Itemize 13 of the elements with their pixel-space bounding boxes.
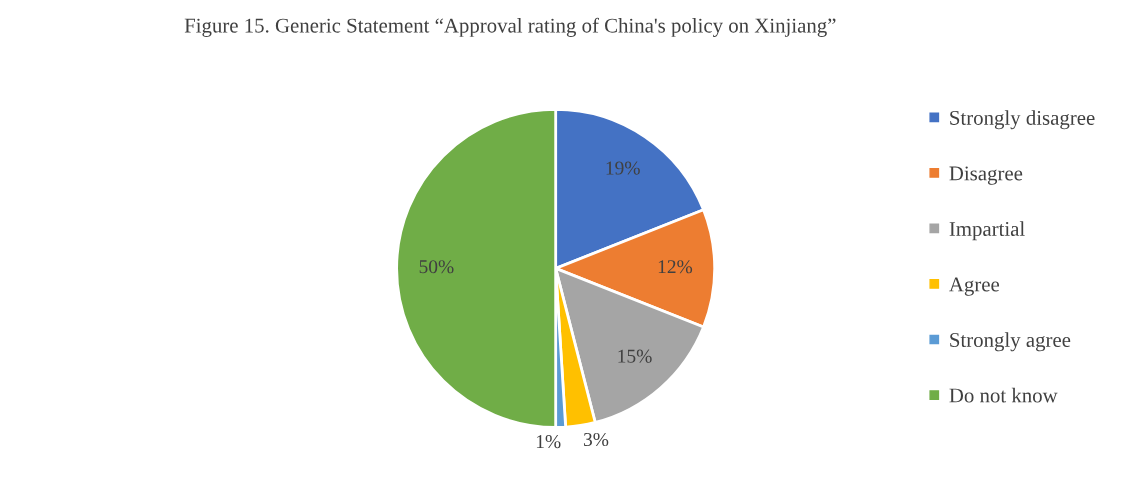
data-label: 12% <box>658 260 693 274</box>
legend-label: Strongly disagree <box>950 110 1095 130</box>
data-label: 1% <box>536 434 561 449</box>
legend-label: Disagree <box>949 166 1023 185</box>
legend-label: Impartial <box>949 221 1025 241</box>
data-label: 19% <box>606 161 640 175</box>
legend-label: Do not know <box>949 387 1058 403</box>
data-label: 15% <box>618 349 652 363</box>
legend-label: Agree <box>949 277 1000 296</box>
chart-title: Figure 15. Generic Statement “Approval rating of China's policy on Xinjiang” <box>184 17 836 37</box>
data-label: 3% <box>583 432 609 447</box>
data-label: 50% <box>419 260 454 274</box>
legend-label: Strongly agree <box>950 332 1071 352</box>
